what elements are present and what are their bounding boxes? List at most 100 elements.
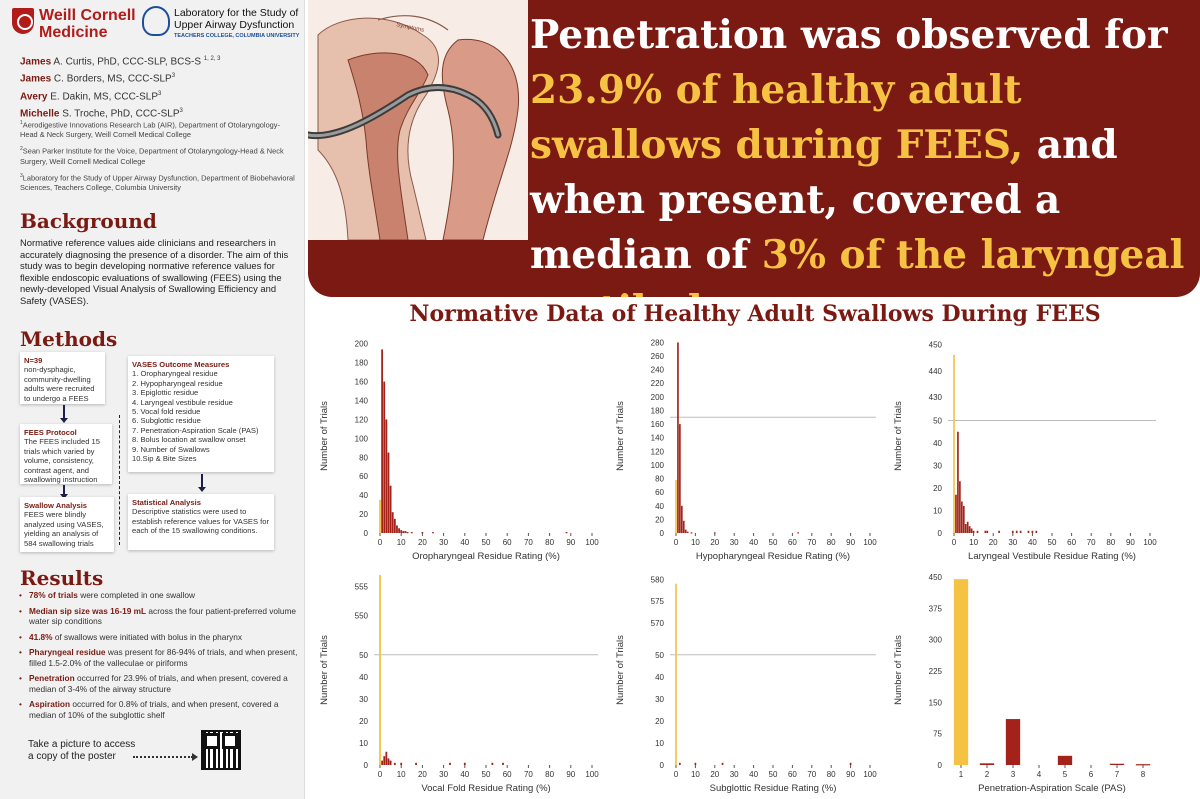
results-list: 78% of trials were completed in one swal… [18,590,298,725]
histogram-bar [383,756,386,765]
histogram-bar [1027,530,1030,533]
measure-list: 1. Oropharyngeal residue 2. Hypopharyngea… [132,369,270,463]
result-text: across the four patient-preferred volume… [29,605,297,627]
x-tick-label: 20 [418,538,427,547]
headline-plain: Penetration was observed for [530,12,1168,58]
x-tick-label: 40 [749,538,758,547]
x-tick-label: 30 [439,770,448,779]
x-tick-label: 50 [769,538,778,547]
histogram-bar [1005,719,1021,765]
histogram-bar [389,760,392,765]
y-tick-label: 10 [655,739,664,748]
y-axis-label: Number of Trials [893,635,904,705]
chart-pas: 0 75 150 225 300 375 450 1 2 3 4 5 6 7 8 Penetration-As… [893,573,1151,794]
result-highlight: Median sip size was 16-19 mL [29,605,147,616]
y-tick-label: 0 [660,529,665,538]
measure-item: 8. Bolus location at swallow onset [132,435,246,445]
methods-heading: Methods [20,327,118,351]
measure-item: 7. Penetration-Aspiration Scale (PAS) [132,425,259,435]
y-axis-label: Number of Trials [319,401,330,471]
x-tick-label: 0 [378,770,383,779]
histogram-bar [1031,530,1034,533]
chart-laryngeal-vestibule: 0 10 20 30 40 50 430 440 450 0 10 20 30 40 50 60 70 80 90 1… [893,340,1157,562]
chart-hypopharyngeal: 0 20 40 60 80 100 120 140 160 180 200 220 240 260 280 0… [615,338,877,562]
measure-item: 10.Sip & Bite Sizes [132,454,197,464]
y-tick-label: 160 [355,378,369,387]
histogram-bar [962,505,965,533]
y-tick-label: 80 [359,453,368,462]
result-item: Median sip size was 16-19 mL across the … [18,606,298,627]
author-affiliation-mark: 3 [179,107,183,114]
arrow-icon [60,485,68,499]
y-tick-label: 100 [651,461,665,470]
x-tick-label: 60 [503,770,512,779]
histogram-bar [491,762,494,765]
histogram-bar [998,530,1000,533]
x-tick-label: 20 [418,770,427,779]
y-axis-label: Number of Trials [615,635,626,705]
x-tick-label: 80 [545,538,554,547]
histogram-bar [1011,530,1014,533]
chart-subglottic: 0 10 20 30 40 50 570 575 580 0 10 20 30 40 50 60 70 80 90 1… [615,575,877,794]
histogram-bar [385,751,388,765]
x-axis-label: Hypopharyngeal Residue Rating (%) [696,551,850,562]
y-tick-label: 40 [933,439,942,448]
y-tick-label: 100 [355,434,369,443]
author-first-name: James [20,56,52,68]
affiliation-mark: 1 [20,120,23,126]
charts-title: Normative Data of Healthy Adult Swallows… [409,301,1101,327]
x-axis-label: Laryngeal Vestibule Residue Rating (%) [968,551,1136,562]
histogram-bar [677,342,679,533]
y-tick-label: 575 [651,597,665,606]
y-tick-label: 60 [359,472,368,481]
x-tick-label: 8 [1141,770,1146,779]
histogram-bar [675,583,677,765]
measure-item: 9. Number of Swallows [132,444,210,454]
x-tick-label: 2 [985,770,990,779]
histogram-bar [393,518,396,533]
x-tick-label: 50 [482,538,491,547]
x-tick-label: 70 [524,538,533,547]
y-tick-label: 140 [651,434,665,443]
y-tick-label: 140 [355,397,369,406]
histogram-bar [565,532,568,534]
measure-item: 3. Epiglottic residue [132,388,199,398]
author-credentials: E. Dakin, MS, CCC-SLP [47,90,159,102]
histogram-bar [684,529,687,533]
histogram-bar [381,349,384,533]
x-tick-label: 60 [1067,538,1076,547]
x-tick-label: 70 [1087,538,1096,547]
method-box-measures: VASES Outcome Measures 1. Oropharyngeal … [128,356,274,472]
x-tick-label: 100 [1143,538,1157,547]
logo-text: TEACHERS COLLEGE, COLUMBIA UNIVERSITY [174,33,300,39]
lab-logo: Laboratory for the Study of Upper Airway… [142,4,302,44]
x-tick-label: 90 [846,770,855,779]
affiliation-mark: 3 [20,172,23,179]
x-tick-label: 80 [545,770,554,779]
author-first-name: Michelle [20,108,60,120]
y-tick-label: 150 [929,698,943,707]
x-tick-label: 70 [807,538,816,547]
y-tick-label: 40 [655,673,664,682]
affiliation-text: Sean Parker Institute for the Voice, Dep… [20,146,284,166]
y-axis-label: Number of Trials [615,401,626,471]
histogram-bar [797,532,800,534]
headline-plain: and when present, covered a median of [530,122,1118,278]
logo-text: Upper Airway Dysfunction [174,19,295,31]
weill-cornell-shield-icon [12,8,34,34]
y-tick-label: 80 [655,475,664,484]
x-tick-label: 4 [1037,770,1042,779]
y-tick-label: 40 [655,502,664,511]
y-tick-label: 240 [651,366,665,375]
logo-text: Medicine [39,24,108,41]
histogram-bar [953,579,969,765]
histogram-bar [389,485,392,533]
y-axis-label: Number of Trials [893,401,904,471]
y-tick-label: 0 [660,761,665,770]
y-tick-label: 40 [359,673,368,682]
result-highlight: Aspiration [29,699,71,709]
affiliation-list: 1Aerodigestive Innovations Research Lab … [20,118,295,197]
x-tick-label: 90 [566,538,575,547]
qr-code[interactable] [201,730,241,770]
y-tick-label: 300 [929,636,943,645]
